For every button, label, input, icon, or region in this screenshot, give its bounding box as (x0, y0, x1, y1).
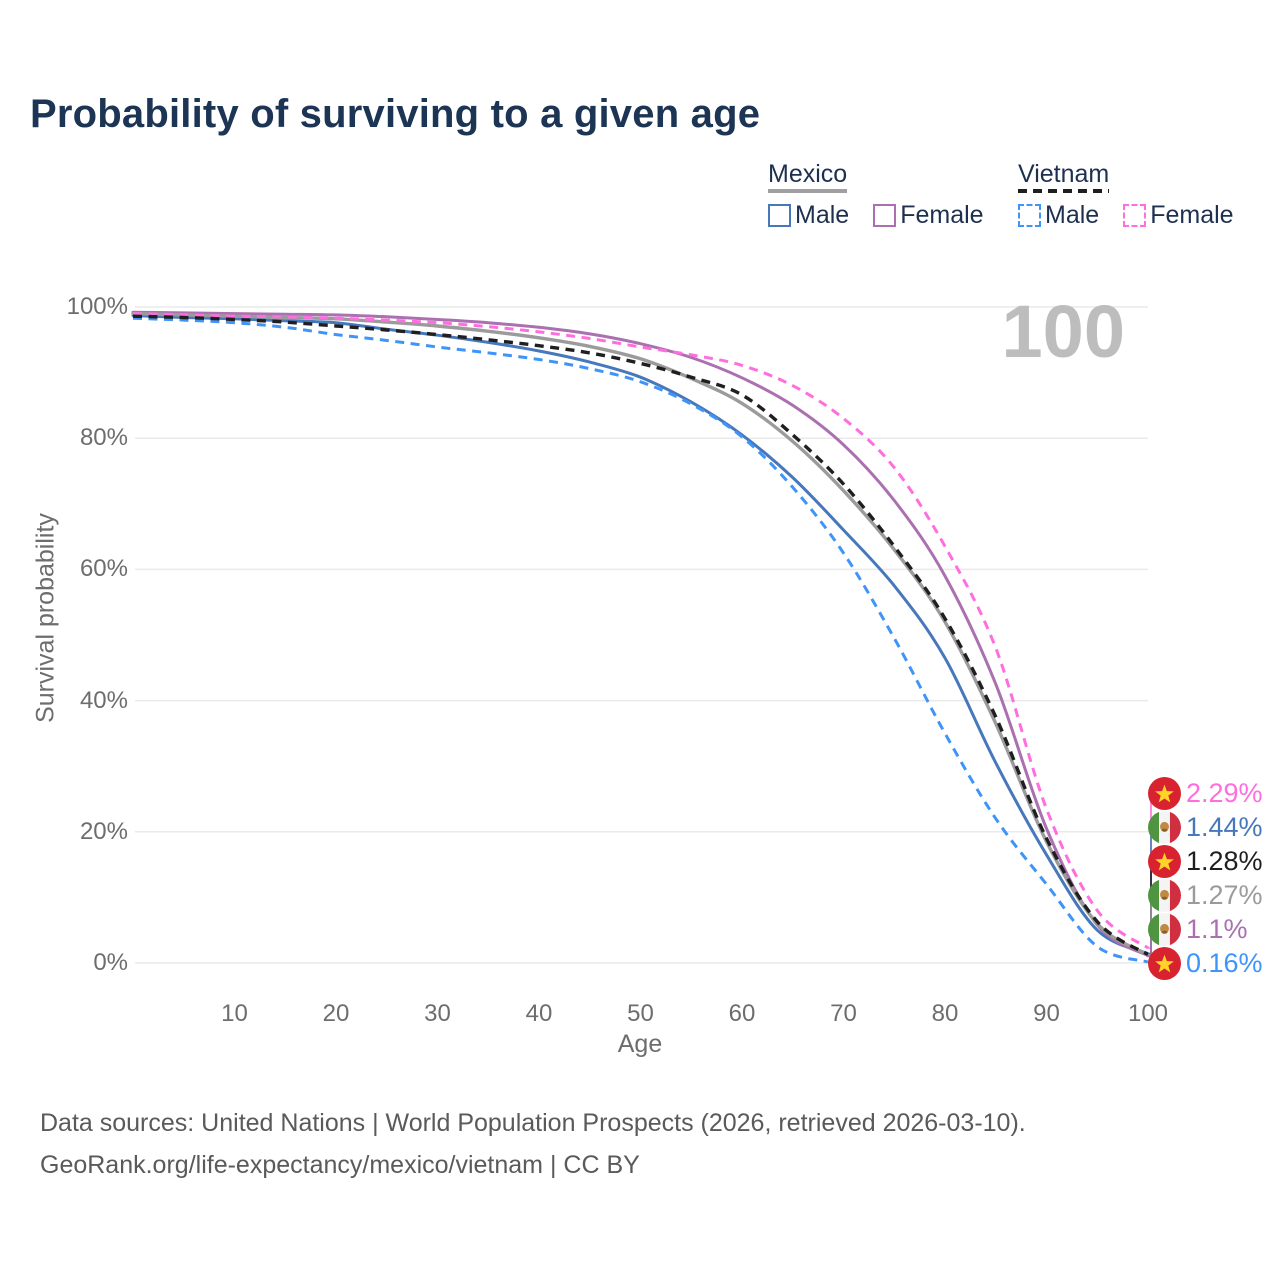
end-label-value: 1.1% (1186, 913, 1248, 944)
x-tick-label-100: 100 (1127, 1000, 1169, 1027)
x-tick-label-60: 60 (728, 1000, 756, 1027)
legend-swatch-vietnam-female[interactable] (1123, 204, 1147, 227)
footer-credits: Data sources: United Nations | World Pop… (40, 1102, 1026, 1186)
legend-linestyle-dashed-sample (1018, 189, 1110, 193)
end-label-vietnam-both: 1.28% (1148, 844, 1263, 878)
legend-group-vietnam: Vietnam Male Female (1018, 160, 1258, 230)
legend-item-label: Female (900, 201, 984, 229)
end-label-value: 1.28% (1186, 845, 1263, 876)
legend-group-mexico: Mexico Male Female (768, 160, 1008, 230)
end-label-vietnam-female: 2.29% (1148, 776, 1263, 810)
legend-linestyle-solid-sample (768, 189, 848, 193)
legend-item-vietnam-male[interactable]: Male (1018, 201, 1099, 230)
x-tick-label-70: 70 (830, 1000, 857, 1027)
legend-swatch-vietnam-male[interactable] (1018, 204, 1041, 227)
curve-vietnam-both[interactable] (132, 314, 1149, 957)
x-tick-label-50: 50 (627, 1000, 654, 1027)
vietnam-flag-icon (1148, 776, 1181, 810)
legend-swatch-mexico-male[interactable] (768, 204, 791, 227)
mexico-flag-icon (1148, 912, 1181, 946)
end-label-value: 1.27% (1186, 879, 1263, 910)
end-label-mexico-both: 1.27% (1148, 878, 1263, 912)
y-tick-label-0: 0% (93, 949, 128, 976)
y-tick-label-20: 20% (79, 817, 128, 845)
legend-item-label: Female (1150, 201, 1234, 229)
end-label-value: 1.44% (1186, 811, 1263, 842)
curve-vietnam-male[interactable] (132, 316, 1149, 964)
footer-url-license: GeoRank.org/life-expectancy/mexico/vietn… (40, 1151, 640, 1179)
x-tick-label-20: 20 (322, 1000, 350, 1027)
legend-swatch-mexico-female[interactable] (873, 204, 897, 227)
x-tick-label-80: 80 (931, 1000, 959, 1027)
end-label-value: 0.16% (1186, 947, 1263, 978)
y-tick-label-80: 80% (79, 424, 128, 452)
x-axis-title: Age (617, 1030, 663, 1058)
hovered-age-watermark: 100 (1001, 290, 1125, 373)
curve-mexico-female[interactable] (131, 310, 1150, 958)
x-tick-label-90: 90 (1033, 1000, 1060, 1027)
legend-item-mexico-female[interactable]: Female (873, 201, 984, 230)
y-tick-label-100: 100% (66, 293, 128, 320)
x-tick-label-10: 10 (221, 1000, 248, 1027)
legend-item-mexico-male[interactable]: Male (768, 201, 849, 230)
legend-item-vietnam-female[interactable]: Female (1123, 201, 1234, 230)
vietnam-flag-icon (1148, 844, 1181, 878)
vietnam-flag-icon (1148, 946, 1181, 980)
x-tick-label-30: 30 (424, 1000, 451, 1027)
legend-item-label: Male (795, 201, 850, 229)
end-label-mexico-female: 1.1% (1148, 912, 1248, 946)
end-label-mexico-male: 1.44% (1148, 810, 1263, 844)
curve-mexico-male[interactable] (131, 314, 1150, 956)
footer-data-sources: Data sources: United Nations | World Pop… (40, 1109, 1026, 1137)
legend-item-label: Male (1045, 201, 1100, 229)
page-title: Probability of surviving to a given age (30, 92, 761, 136)
y-tick-label-60: 60% (79, 555, 128, 583)
legend-country-label-vietnam[interactable]: Vietnam (1018, 160, 1110, 188)
end-label-value: 2.29% (1186, 777, 1263, 808)
end-label-vietnam-male: 0.16% (1148, 946, 1263, 980)
legend-country-label-mexico[interactable]: Mexico (768, 160, 848, 188)
y-tick-label-40: 40% (79, 686, 128, 714)
mexico-flag-icon (1148, 878, 1181, 912)
mexico-flag-icon (1148, 810, 1181, 844)
x-tick-label-40: 40 (525, 1000, 553, 1027)
curve-vietnam-female[interactable] (132, 312, 1149, 950)
curve-mexico-both[interactable] (131, 311, 1150, 957)
